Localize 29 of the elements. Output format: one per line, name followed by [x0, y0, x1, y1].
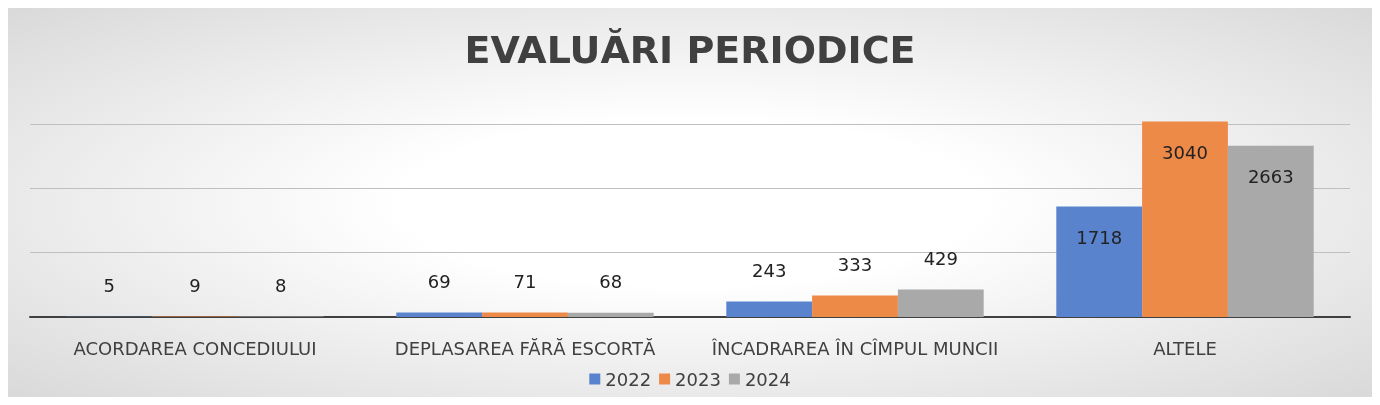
legend-label: 2023 [675, 368, 721, 390]
data-label: 3040 [1162, 142, 1208, 164]
chart-title: EVALUĂRI PERIODICE [464, 28, 916, 72]
bar [567, 312, 654, 317]
bar [1142, 121, 1228, 317]
data-label: 429 [923, 247, 958, 269]
bar [897, 289, 984, 317]
data-label: 69 [427, 271, 451, 293]
x-tick-label: ÎNCADRAREA ÎN CÎMPUL MUNCII [710, 337, 999, 359]
x-tick-label: ALTELE [1153, 337, 1217, 359]
data-label: 9 [189, 274, 201, 296]
data-label: 243 [752, 259, 787, 281]
legend-label: 2024 [744, 368, 791, 390]
x-tick-label: ACORDAREA CONCEDIULUI [73, 337, 317, 359]
data-label: 8 [275, 274, 287, 296]
x-tick-label: DEPLASAREA FĂRĂ ESCORTĂ [394, 337, 656, 359]
bar [812, 295, 898, 317]
bar [1227, 145, 1314, 317]
bar [396, 312, 483, 317]
legend-label: 2022 [605, 368, 652, 390]
data-label: 5 [103, 275, 115, 297]
bar [1056, 206, 1143, 317]
bar [482, 312, 568, 317]
data-label: 68 [599, 271, 623, 293]
data-label: 71 [513, 270, 537, 292]
data-label: 333 [837, 254, 873, 276]
data-label: 1718 [1076, 227, 1123, 249]
bar [726, 301, 813, 317]
data-label: 2663 [1247, 166, 1294, 188]
